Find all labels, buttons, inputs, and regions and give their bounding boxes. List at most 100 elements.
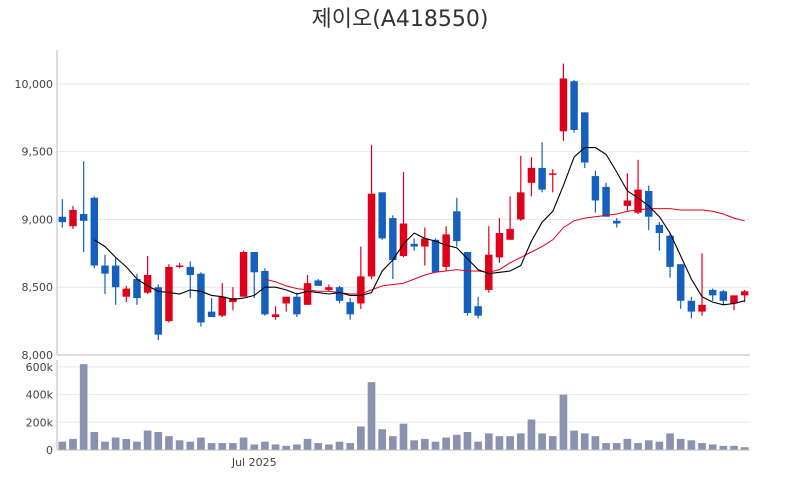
- candle-body: [111, 265, 120, 288]
- moving-average-long-line: [264, 208, 745, 295]
- volume-bar: [229, 443, 237, 450]
- candle-body: [666, 235, 674, 267]
- candle: [506, 196, 514, 240]
- volume-bar: [538, 433, 546, 450]
- candle: [218, 283, 226, 318]
- volume-bar: [261, 441, 269, 450]
- candle-body: [463, 251, 472, 313]
- candle: [644, 185, 653, 231]
- volume-bar: [69, 438, 77, 450]
- candle-body: [367, 193, 376, 277]
- volume-bar: [591, 436, 600, 450]
- volume-bar: [378, 429, 387, 450]
- candle: [175, 262, 184, 269]
- candle: [357, 246, 365, 309]
- candle-body: [143, 275, 152, 293]
- candle: [122, 285, 131, 303]
- candle-body: [207, 311, 216, 318]
- candle-body: [698, 304, 706, 312]
- volume-bar: [527, 419, 536, 450]
- moving-average-short-line: [94, 147, 745, 306]
- candle: [527, 157, 536, 197]
- candle-body: [559, 78, 568, 132]
- candle: [367, 144, 376, 280]
- price-axis-tick-labels: 8,000 8,500 9,000 9,500 10,000: [15, 78, 54, 362]
- volume-bar: [133, 441, 141, 450]
- candle-body: [79, 214, 88, 221]
- volume-bar: [218, 443, 227, 450]
- candle-body: [410, 243, 418, 247]
- volume-bar: [559, 394, 568, 450]
- volume-bar: [516, 433, 525, 450]
- candle: [282, 296, 290, 312]
- volume-bar: [442, 437, 450, 450]
- candle-body: [250, 251, 258, 273]
- candle: [143, 256, 152, 294]
- date-tick-label: Jul 2025: [231, 456, 277, 469]
- volume-bar: [282, 445, 291, 450]
- candle-body: [421, 238, 429, 247]
- volume-tick-label: 200k: [26, 416, 54, 429]
- candle-body: [271, 314, 280, 318]
- volume-bar: [719, 445, 728, 450]
- volume-bar-series: [58, 364, 749, 450]
- candle: [346, 298, 354, 320]
- candle-body: [293, 296, 301, 315]
- volume-bar: [346, 443, 355, 450]
- candle: [676, 264, 685, 309]
- candle: [666, 233, 674, 278]
- candle-body: [58, 216, 67, 223]
- candle-body: [581, 112, 589, 163]
- candle: [570, 79, 578, 133]
- candle: [612, 218, 621, 228]
- candle: [250, 251, 258, 299]
- candle: [293, 292, 301, 318]
- volume-bar: [165, 436, 173, 450]
- volume-bar: [271, 444, 280, 450]
- candle: [325, 284, 333, 292]
- candle-body: [69, 209, 77, 227]
- candle-body: [389, 218, 397, 261]
- candle: [389, 215, 397, 280]
- candle: [634, 159, 642, 215]
- candle: [378, 192, 386, 240]
- volume-bar: [410, 440, 418, 450]
- volume-bar: [335, 441, 344, 450]
- candle: [69, 205, 77, 229]
- candle-body: [474, 306, 482, 316]
- candle: [111, 257, 120, 305]
- volume-bar: [548, 436, 557, 450]
- chart-title: 제이오(A418550): [312, 7, 489, 32]
- candle: [453, 197, 461, 247]
- candle: [549, 169, 557, 193]
- candle: [58, 199, 67, 228]
- candle: [154, 284, 163, 341]
- volume-bar: [420, 438, 429, 450]
- candle-body: [122, 288, 131, 297]
- volume-bar: [186, 441, 195, 450]
- candle-body: [591, 176, 600, 201]
- volume-bar: [154, 432, 163, 450]
- candle: [101, 254, 109, 294]
- price-tick-label: 10,000: [15, 78, 54, 91]
- volume-bar: [644, 440, 653, 450]
- volume-bar: [357, 426, 365, 450]
- candle-body: [335, 287, 344, 301]
- volume-bar: [602, 443, 610, 450]
- volume-bar: [463, 432, 472, 450]
- candle: [335, 285, 344, 304]
- candle-body: [90, 197, 99, 266]
- candle-body: [218, 296, 226, 316]
- candle-body: [346, 302, 354, 315]
- volume-bar: [367, 382, 376, 450]
- price-tick-label: 8,000: [22, 349, 54, 362]
- volume-bar: [197, 437, 205, 450]
- candle: [495, 218, 504, 263]
- candle-body: [165, 266, 173, 322]
- candle: [207, 298, 216, 318]
- candle: [474, 296, 482, 319]
- volume-bar: [687, 440, 696, 450]
- volume-bar: [250, 444, 259, 450]
- candle: [186, 261, 195, 299]
